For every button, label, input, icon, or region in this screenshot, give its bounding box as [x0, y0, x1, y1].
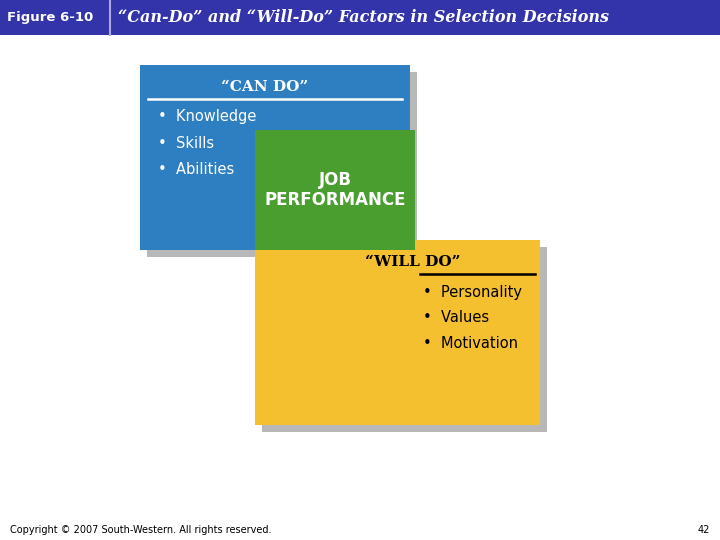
Text: •  Motivation: • Motivation [423, 336, 518, 352]
Text: •  Skills: • Skills [158, 136, 214, 151]
Text: “CAN DO”: “CAN DO” [221, 80, 309, 94]
Text: Figure 6-10: Figure 6-10 [7, 11, 94, 24]
Text: •  Values: • Values [423, 310, 489, 326]
Bar [255, 130, 415, 250]
Bar [255, 240, 540, 425]
Text: “WILL DO”: “WILL DO” [365, 255, 460, 269]
Bar [0, 0, 720, 35]
Text: “Can-Do” and “Will-Do” Factors in Selection Decisions: “Can-Do” and “Will-Do” Factors in Select… [118, 10, 609, 26]
Text: 42: 42 [698, 525, 710, 535]
Text: •  Personality: • Personality [423, 285, 522, 300]
Bar [140, 65, 410, 250]
Text: •  Knowledge: • Knowledge [158, 110, 256, 125]
Text: PERFORMANCE: PERFORMANCE [264, 191, 406, 209]
Text: Copyright © 2007 South-Western. All rights reserved.: Copyright © 2007 South-Western. All righ… [10, 525, 271, 535]
Text: •  Abilities: • Abilities [158, 161, 234, 177]
Bar [262, 247, 547, 432]
Text: JOB: JOB [318, 171, 351, 189]
Bar [147, 72, 417, 257]
